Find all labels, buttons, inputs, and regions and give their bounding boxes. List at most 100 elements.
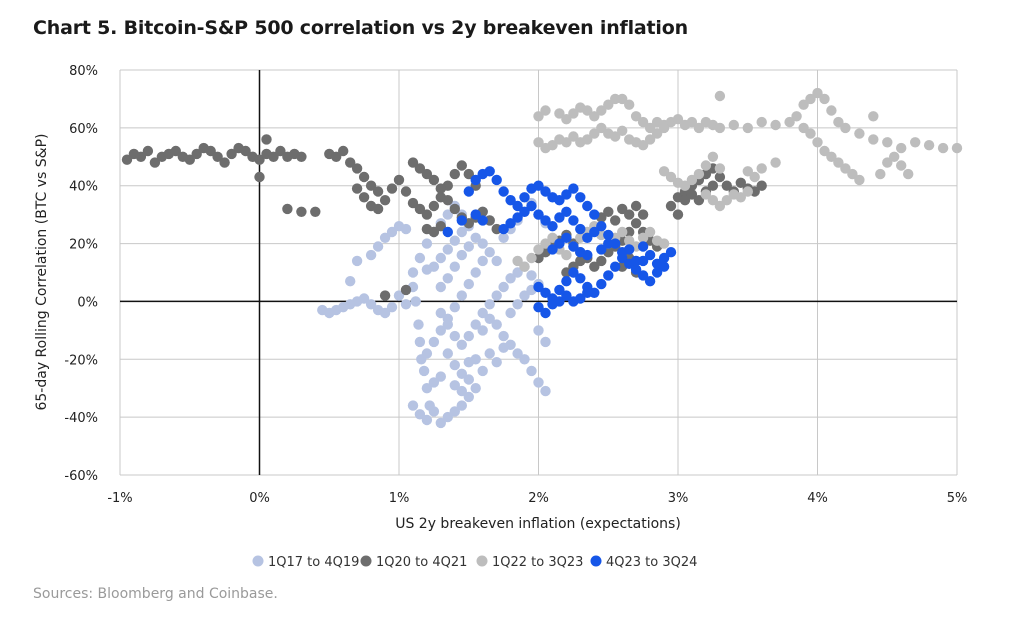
y-tick-label: -20% xyxy=(64,353,98,368)
data-point xyxy=(770,157,780,167)
data-point xyxy=(645,276,655,286)
legend-label: 1Q20 to 4Q21 xyxy=(376,555,467,570)
data-point xyxy=(450,236,460,246)
data-point xyxy=(743,123,753,133)
data-point xyxy=(296,207,306,217)
data-point xyxy=(436,253,446,263)
data-point xyxy=(561,207,571,217)
data-point xyxy=(540,105,550,115)
data-point xyxy=(631,201,641,211)
data-point xyxy=(359,172,369,182)
data-point xyxy=(261,134,271,144)
data-point xyxy=(422,264,432,274)
data-point xyxy=(450,331,460,341)
data-point xyxy=(589,209,599,219)
data-point xyxy=(533,325,543,335)
legend-item: 1Q22 to 3Q23 xyxy=(477,555,584,570)
data-point xyxy=(457,250,467,260)
data-point xyxy=(457,400,467,410)
data-point xyxy=(422,238,432,248)
data-point xyxy=(457,340,467,350)
data-point xyxy=(561,250,571,260)
data-point xyxy=(401,186,411,196)
data-point xyxy=(840,123,850,133)
data-point xyxy=(519,354,529,364)
legend-label: 4Q23 to 3Q24 xyxy=(606,555,697,570)
data-point xyxy=(624,244,634,254)
data-point xyxy=(610,262,620,272)
data-point xyxy=(408,267,418,277)
data-point xyxy=(757,117,767,127)
data-point xyxy=(373,204,383,214)
y-tick-label: 20% xyxy=(69,238,98,253)
data-point xyxy=(812,137,822,147)
legend: 1Q17 to 4Q19 1Q20 to 4Q21 1Q22 to 3Q23 4Q23… xyxy=(253,555,698,570)
data-point xyxy=(387,302,397,312)
data-point xyxy=(896,143,906,153)
data-point xyxy=(429,337,439,347)
data-point xyxy=(422,209,432,219)
data-point xyxy=(436,371,446,381)
x-axis-label: US 2y breakeven inflation (expectations) xyxy=(395,516,681,532)
data-point xyxy=(408,400,418,410)
data-point xyxy=(666,201,676,211)
data-point xyxy=(512,299,522,309)
data-point xyxy=(596,279,606,289)
data-point xyxy=(603,207,613,217)
legend-item: 1Q17 to 4Q19 xyxy=(253,555,360,570)
data-point xyxy=(659,238,669,248)
data-point xyxy=(952,143,962,153)
data-point xyxy=(805,128,815,138)
data-point xyxy=(485,247,495,257)
data-point xyxy=(401,285,411,295)
data-point xyxy=(366,250,376,260)
data-point xyxy=(575,224,585,234)
data-point xyxy=(443,273,453,283)
y-tick-label: -60% xyxy=(64,469,98,484)
data-point xyxy=(617,227,627,237)
data-point xyxy=(561,233,571,243)
data-point xyxy=(478,215,488,225)
data-point xyxy=(540,308,550,318)
data-point xyxy=(757,181,767,191)
data-point xyxy=(743,186,753,196)
data-point xyxy=(436,282,446,292)
data-point xyxy=(457,290,467,300)
data-point xyxy=(603,238,613,248)
legend-item: 4Q23 to 3Q24 xyxy=(591,555,698,570)
data-point xyxy=(575,273,585,283)
data-point xyxy=(770,120,780,130)
data-point xyxy=(645,250,655,260)
data-point xyxy=(478,256,488,266)
data-point xyxy=(889,152,899,162)
data-point xyxy=(938,143,948,153)
data-point xyxy=(457,227,467,237)
data-point xyxy=(547,221,557,231)
data-point xyxy=(429,406,439,416)
data-point xyxy=(729,120,739,130)
data-point xyxy=(478,325,488,335)
y-tick-label: -40% xyxy=(64,411,98,426)
data-point xyxy=(429,175,439,185)
data-point xyxy=(485,166,495,176)
x-axis-ticks: -1%0%1%2%3%4%5% xyxy=(107,491,967,506)
data-point xyxy=(457,160,467,170)
data-point xyxy=(715,91,725,101)
data-point xyxy=(519,262,529,272)
legend-label: 1Q22 to 3Q23 xyxy=(492,555,583,570)
legend-label: 1Q17 to 4Q19 xyxy=(268,555,359,570)
data-point xyxy=(471,267,481,277)
source-note: Sources: Bloomberg and Coinbase. xyxy=(33,586,278,602)
data-point xyxy=(561,276,571,286)
data-point xyxy=(338,146,348,156)
data-point xyxy=(596,221,606,231)
data-point xyxy=(659,262,669,272)
data-point xyxy=(457,386,467,396)
data-point xyxy=(568,183,578,193)
data-point xyxy=(826,105,836,115)
data-point xyxy=(443,227,453,237)
data-point xyxy=(896,160,906,170)
data-point xyxy=(380,290,390,300)
data-point xyxy=(659,123,669,133)
data-point xyxy=(478,366,488,376)
